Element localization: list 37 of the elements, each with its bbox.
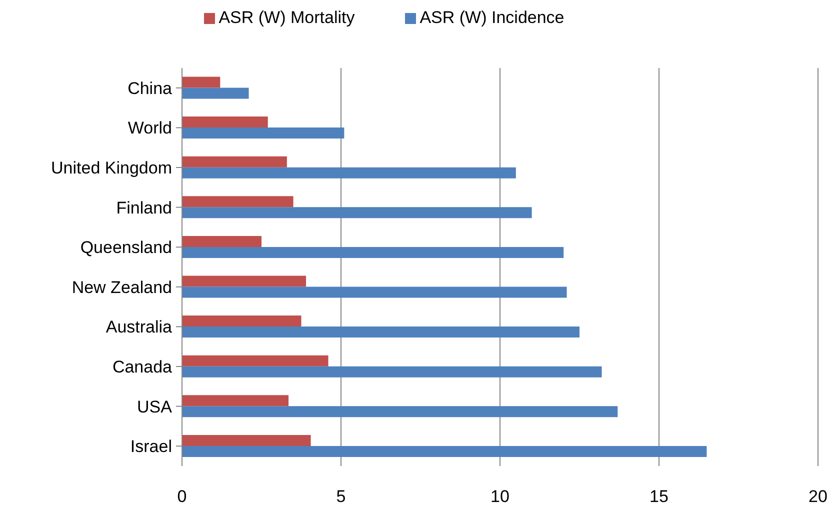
x-tick-label: 10 [490, 487, 510, 506]
bar [182, 156, 287, 168]
legend-label: ASR (W) Incidence [420, 8, 564, 27]
y-tick-label: World [128, 118, 172, 138]
bar [182, 406, 618, 418]
bar [182, 434, 311, 446]
bar [182, 88, 249, 99]
y-tick-label: China [128, 78, 173, 98]
y-tick-label: United Kingdom [51, 158, 172, 178]
y-tick-label: Finland [116, 198, 172, 218]
y-tick-label: Queensland [80, 238, 172, 258]
y-tick-label: New Zealand [72, 278, 172, 297]
bar [182, 76, 220, 88]
x-tick-label: 0 [177, 487, 187, 506]
bar [182, 446, 707, 457]
bar [182, 167, 516, 178]
bar [182, 276, 306, 287]
bar [182, 355, 328, 366]
legend-label: ASR (W) Mortality [218, 8, 355, 27]
bar [182, 207, 532, 218]
bar [182, 316, 302, 327]
bar [182, 326, 580, 338]
bar [182, 128, 344, 139]
y-tick-label: Australia [106, 318, 173, 337]
bar [182, 395, 289, 406]
x-tick-label: 5 [336, 487, 346, 506]
bar [182, 286, 567, 298]
bar [182, 246, 564, 258]
y-tick-label: Canada [112, 358, 173, 377]
y-tick-label: Israel [130, 437, 172, 456]
bar [182, 196, 294, 208]
bar [182, 236, 262, 247]
x-tick-label: 15 [650, 487, 668, 506]
x-tick-label: 20 [808, 487, 828, 506]
bar [182, 366, 602, 378]
bar [182, 116, 268, 128]
y-tick-label: USA [137, 397, 173, 416]
